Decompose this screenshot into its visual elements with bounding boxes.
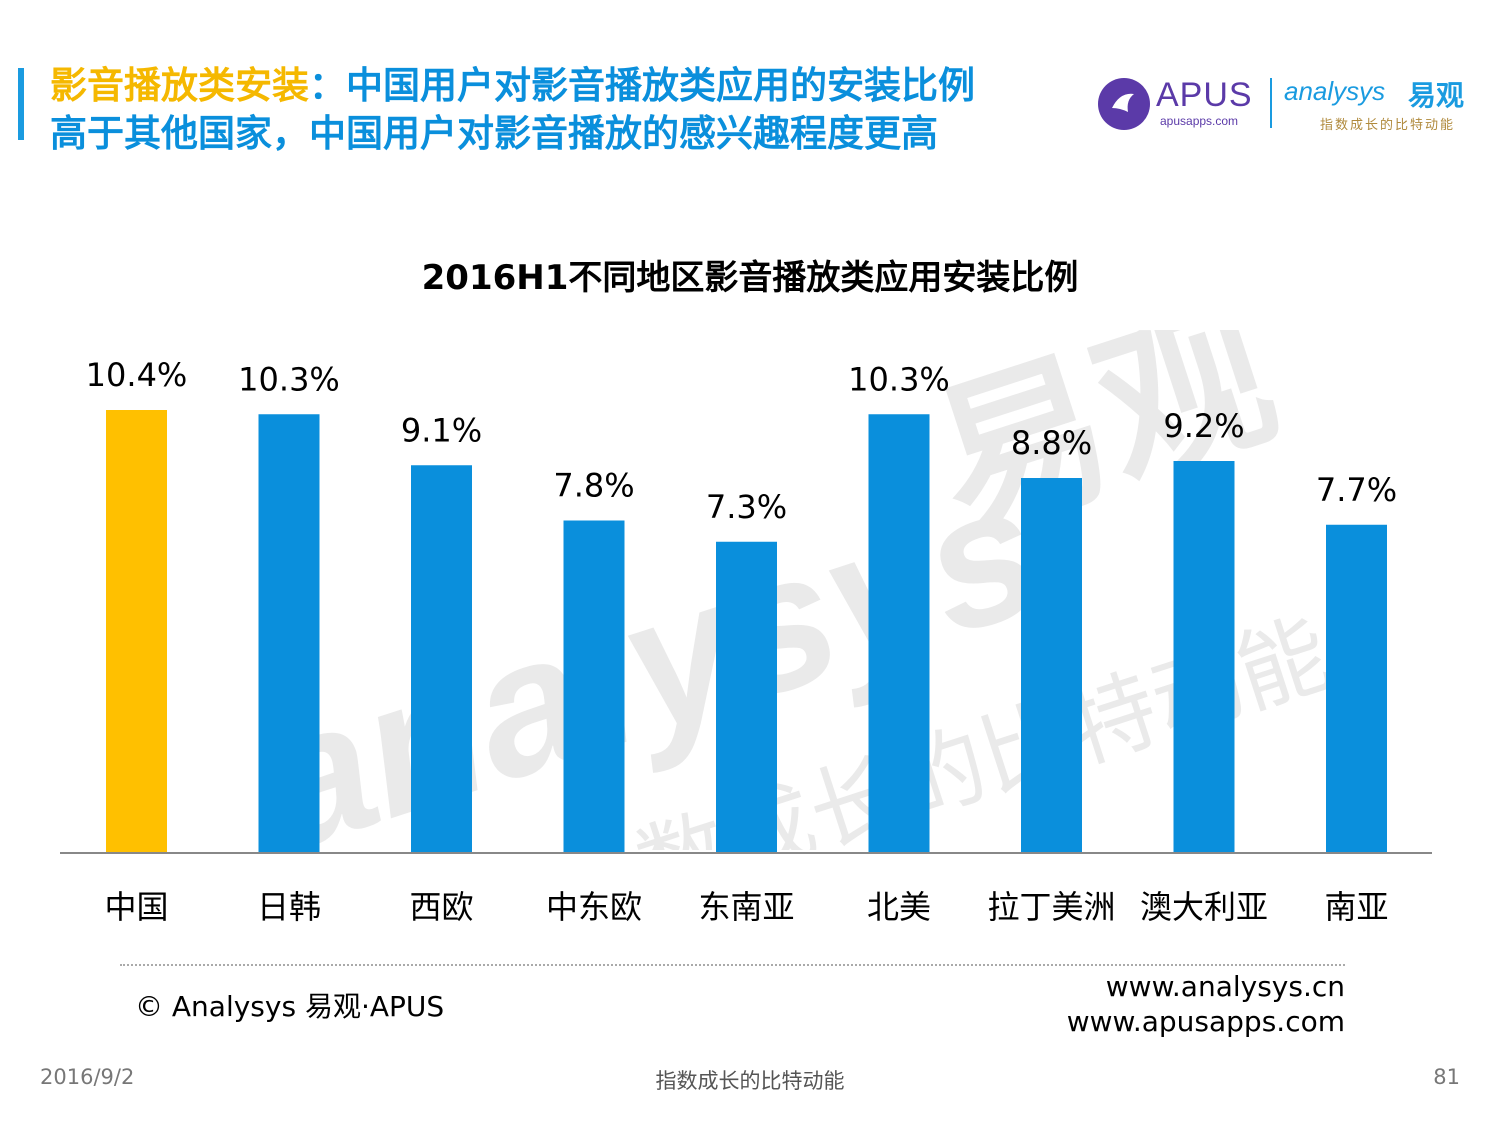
title-accent-bar — [18, 68, 24, 140]
bar-4 — [716, 541, 777, 852]
bar-value-label-2: 9.1% — [401, 411, 482, 449]
logo-separator — [1270, 78, 1272, 128]
category-label-2: 西欧 — [409, 888, 473, 926]
chart-title: 2016H1不同地区影音播放类应用安装比例 — [421, 258, 1079, 298]
title-rest: ：中国用户对影音播放类应用的安装比例 — [309, 64, 975, 107]
category-label-7: 澳大利亚 — [1140, 888, 1268, 926]
bar-0 — [106, 410, 167, 852]
bar-value-label-5: 10.3% — [848, 360, 950, 398]
category-label-8: 南亚 — [1324, 888, 1388, 926]
title-line2: 高于其他国家，中国用户对影音播放的感兴趣程度更高 — [50, 112, 938, 155]
bar-value-label-3: 7.8% — [553, 467, 634, 505]
bar-value-label-8: 7.7% — [1316, 471, 1397, 509]
title-highlight: 影音播放类安装 — [50, 64, 309, 107]
analysys-logo-cn: 易观 — [1408, 79, 1465, 112]
footer-divider — [120, 964, 1345, 966]
category-label-6: 拉丁美洲 — [987, 888, 1115, 926]
category-label-3: 中东欧 — [546, 888, 642, 926]
category-label-0: 中国 — [104, 888, 168, 926]
site-analysys-link[interactable]: www.analysys.cn — [1105, 970, 1345, 1003]
bar-value-label-1: 10.3% — [238, 360, 340, 398]
footer-date: 2016/9/2 — [40, 1065, 135, 1089]
analysys-logo-text: analysys — [1284, 76, 1386, 106]
page-title: 影音播放类安装：中国用户对影音播放类应用的安装比例 高于其他国家，中国用户对影音… — [50, 62, 1110, 158]
bar-value-label-0: 10.4% — [86, 356, 188, 394]
category-label-1: 日韩 — [257, 888, 321, 926]
bar-1 — [258, 414, 320, 852]
bar-value-label-4: 7.3% — [706, 488, 787, 526]
copyright-text: © Analysys 易观·APUS — [135, 990, 445, 1023]
page-number: 81 — [1433, 1065, 1460, 1089]
category-label-4: 东南亚 — [698, 888, 794, 926]
bar-7 — [1173, 461, 1235, 852]
logo-area: APUS apusapps.com analysys 易观 指数成长的比特动能 — [1098, 72, 1488, 133]
site-apus-link[interactable]: www.apusapps.com — [1066, 1005, 1345, 1038]
category-label-5: 北美 — [867, 888, 931, 926]
bar-6 — [1021, 478, 1082, 852]
bar-3 — [563, 520, 625, 852]
analysys-logo-slogan: 指数成长的比特动能 — [1320, 118, 1456, 133]
bar-2 — [411, 465, 472, 852]
footer-slogan: 指数成长的比特动能 — [655, 1069, 845, 1093]
bar-value-label-6: 8.8% — [1011, 424, 1092, 462]
apus-logo-text: APUS — [1156, 76, 1253, 114]
bar-8 — [1326, 524, 1387, 852]
bar-value-label-7: 9.2% — [1163, 407, 1244, 445]
apus-logo-icon — [1098, 78, 1150, 130]
bar-5 — [868, 414, 930, 852]
apus-logo-url: apusapps.com — [1160, 114, 1239, 128]
